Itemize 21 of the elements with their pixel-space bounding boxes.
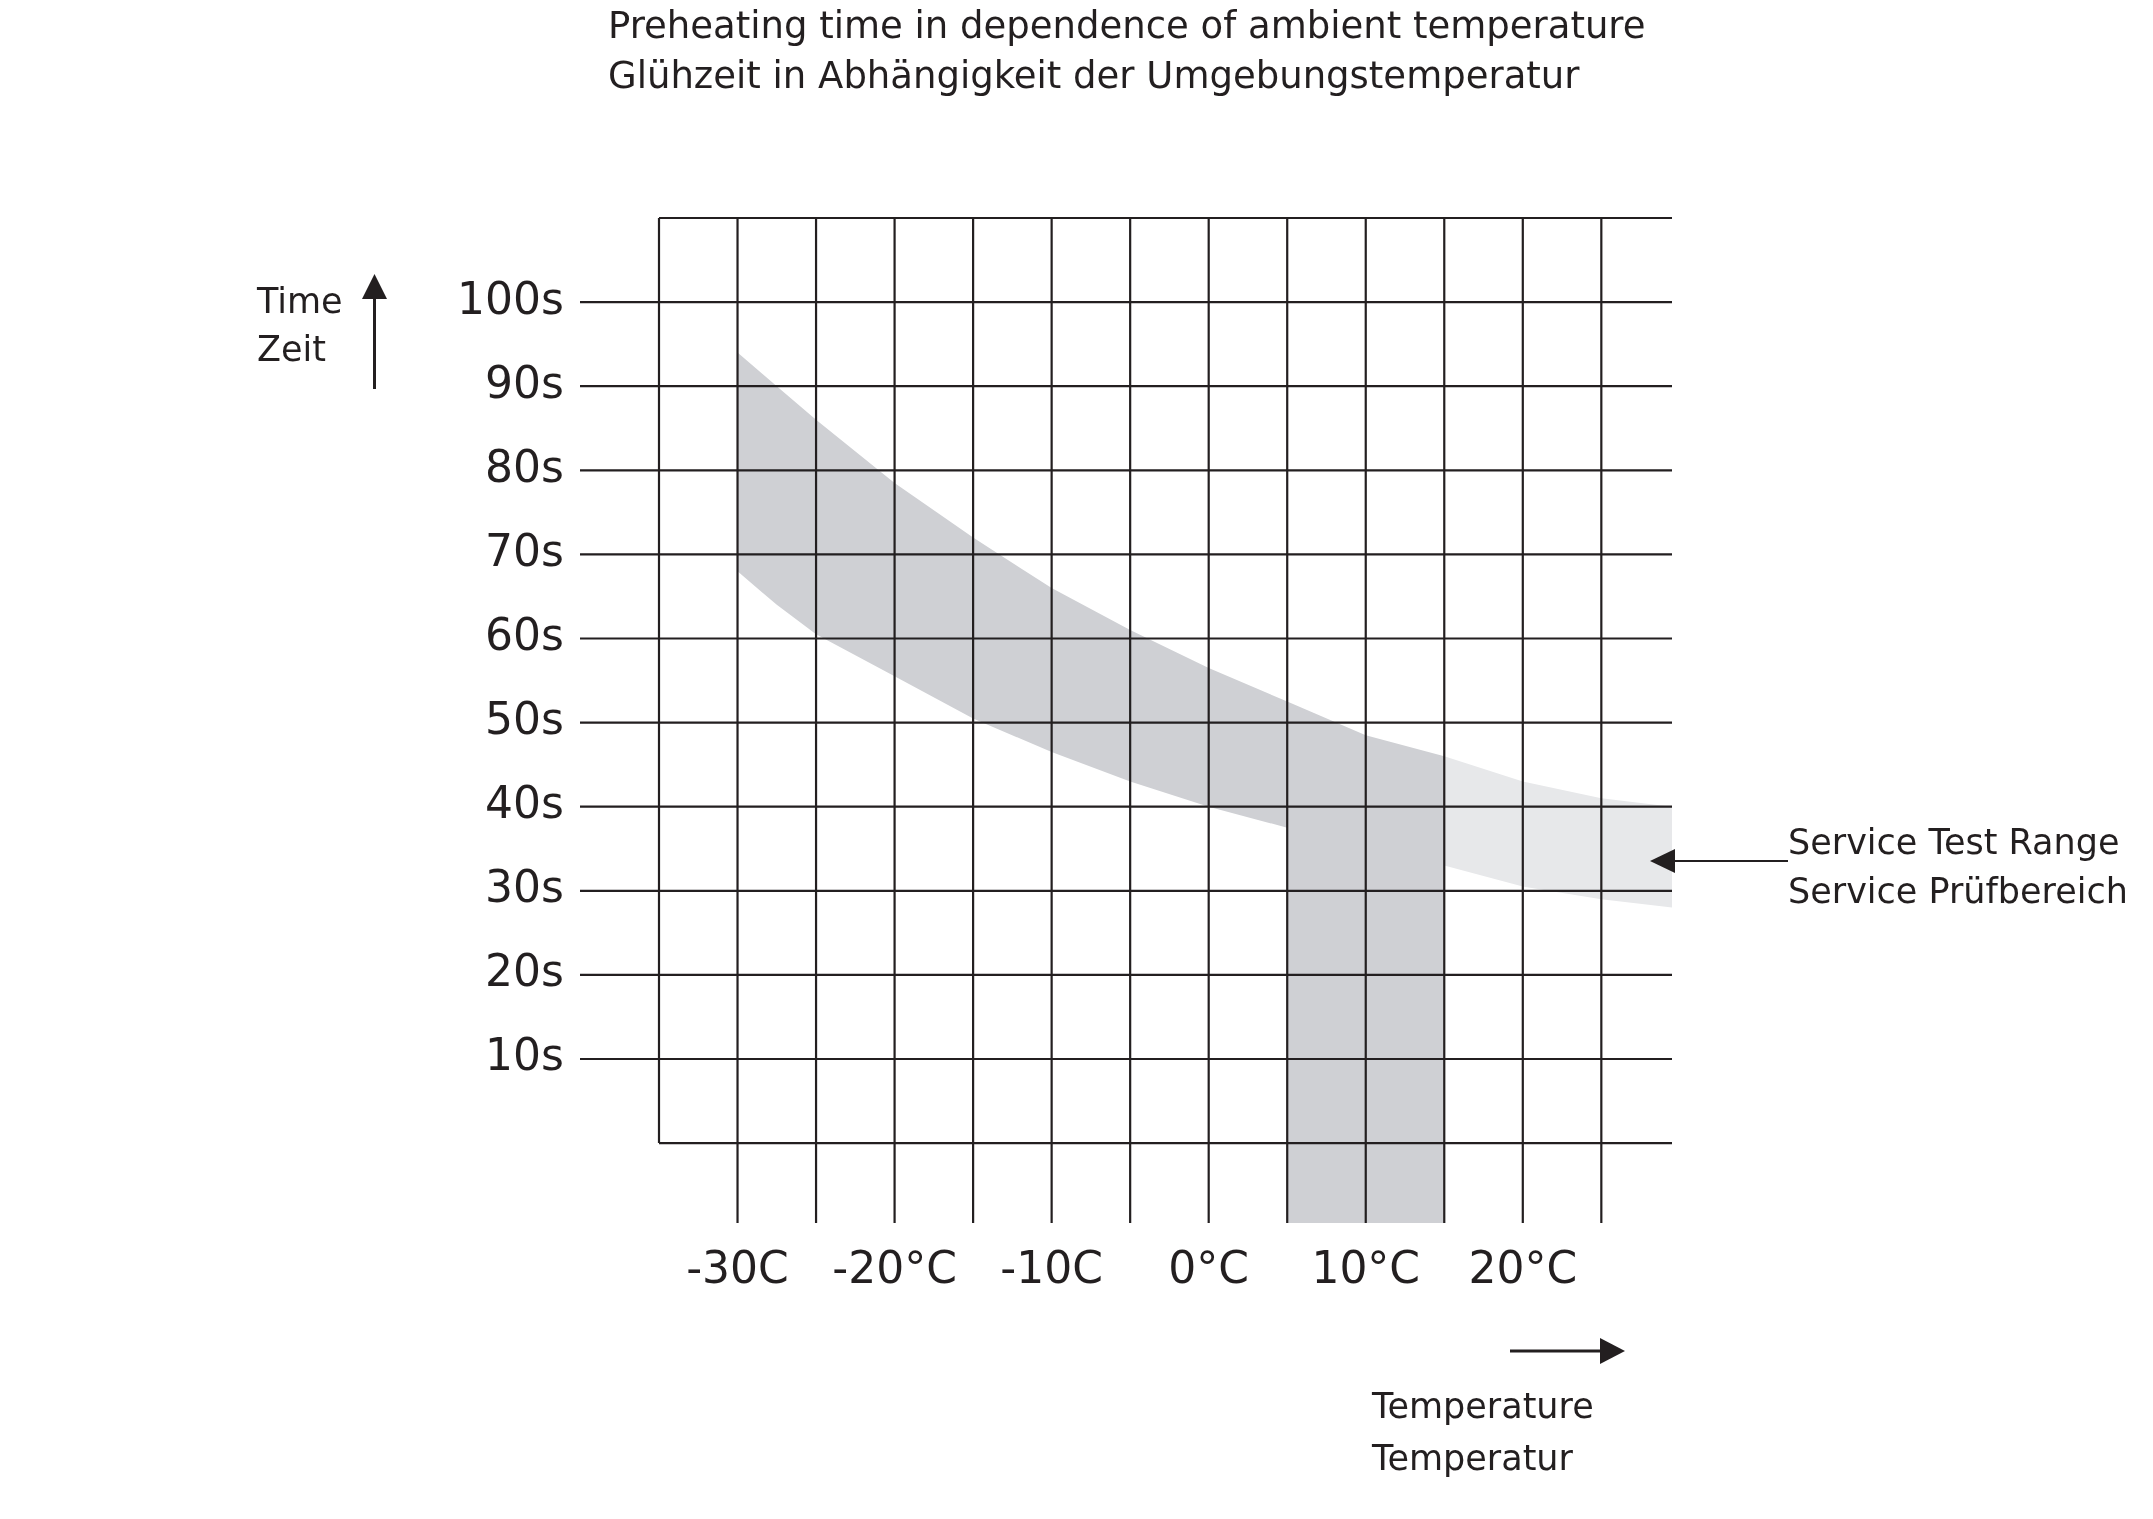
chart-title: Preheating time in dependence of ambient temperature [608,3,1646,49]
x-tick-label: -20°C [832,1241,957,1293]
text: Service Test Range Service Prüfbereich [1788,821,2128,913]
y-tick-label: 90s [485,356,564,408]
x-tick-label: -30C [686,1241,789,1293]
y-tick-label: 10s [485,1029,564,1081]
y-tick-label: 70s [485,524,564,576]
chart-subtitle: Glühzeit in Abhängigkeit der Umgebungstemperatur [608,53,1580,99]
x-tick-label: 10°C [1311,1241,1421,1293]
y-tick-label: 100s [457,272,564,324]
x-axis-title: Temperature Temperatur [1372,1385,1594,1480]
x-tick-label: 20°C [1468,1241,1578,1293]
y-tick-label: 30s [485,861,564,913]
x-tick-label: 0°C [1168,1241,1250,1293]
y-tick-label: 20s [485,945,564,997]
y-tick-label: 60s [485,608,564,660]
x-tick-label: -10C [1000,1241,1103,1293]
y-tick-label: 80s [485,440,564,492]
y-tick-label: 40s [485,777,564,829]
y-axis-title: Time Zeit [257,280,343,371]
y-tick-label: 50s [485,693,564,745]
